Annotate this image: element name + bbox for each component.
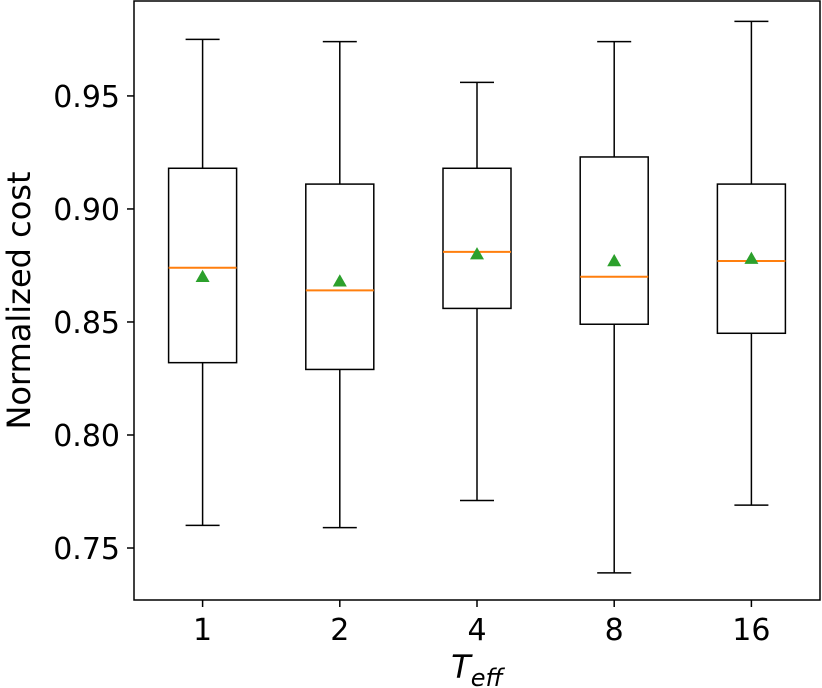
iqr-box [716,183,787,335]
box-1 [167,38,238,527]
iqr-box [442,167,512,310]
plot-area [167,20,787,574]
mean-marker [744,251,759,264]
x-tick-label: 8 [605,613,624,648]
box-4 [442,81,512,502]
box-2 [305,40,375,529]
x-axis-label: Teff [451,648,505,688]
y-axis-label: Normalized cost [0,171,38,429]
iqr-box [579,156,649,325]
y-tick-label: 0.95 [53,80,120,115]
iqr-box [305,183,375,371]
iqr-box [167,167,238,364]
mean-marker [195,269,210,283]
x-tick-label: 16 [732,613,770,648]
x-tick-label: 1 [193,613,212,648]
mean-marker [607,253,622,267]
x-axis-label-main: T [451,648,473,686]
mean-marker [470,247,484,260]
y-tick-label: 0.80 [53,419,120,454]
y-tick-label: 0.90 [53,193,120,228]
box-16 [716,20,787,506]
x-tick-label: 2 [330,613,349,648]
mean-marker [332,274,347,287]
y-axis: 0.75 0.80 0.85 0.90 0.95 [53,80,134,567]
x-tick-label: 4 [467,613,486,648]
y-tick-label: 0.75 [53,532,120,567]
box-8 [579,40,649,574]
x-axis-label-subscript: eff [471,664,506,688]
y-tick-label: 0.85 [53,306,120,341]
x-axis: 1 2 4 8 16 [193,600,770,648]
